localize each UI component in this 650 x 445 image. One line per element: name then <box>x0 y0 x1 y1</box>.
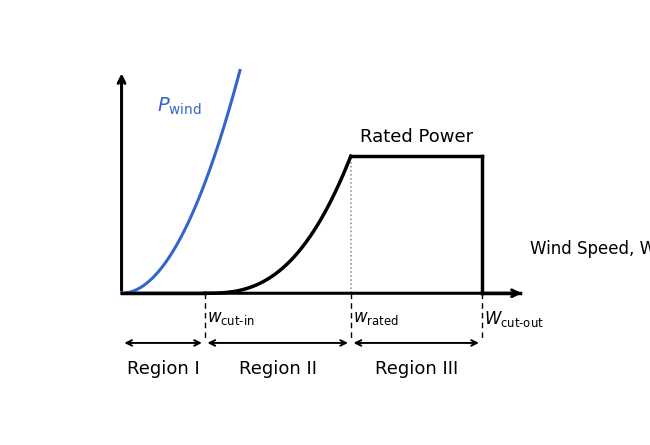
Text: Rated Power: Rated Power <box>359 128 473 146</box>
Text: Region II: Region II <box>239 360 317 378</box>
Text: $w_{\mathsf{cut\text{-}in}}$: $w_{\mathsf{cut\text{-}in}}$ <box>207 309 255 327</box>
Text: $w_{\mathsf{rated}}$: $w_{\mathsf{rated}}$ <box>354 309 399 327</box>
Text: Region I: Region I <box>127 360 200 378</box>
Text: $P_{\mathsf{wind}}$: $P_{\mathsf{wind}}$ <box>157 96 202 117</box>
Text: Wind Speed, W: Wind Speed, W <box>530 240 650 258</box>
Text: Region III: Region III <box>374 360 458 378</box>
Text: $W_{\mathsf{cut\text{-}out}}$: $W_{\mathsf{cut\text{-}out}}$ <box>484 309 544 329</box>
